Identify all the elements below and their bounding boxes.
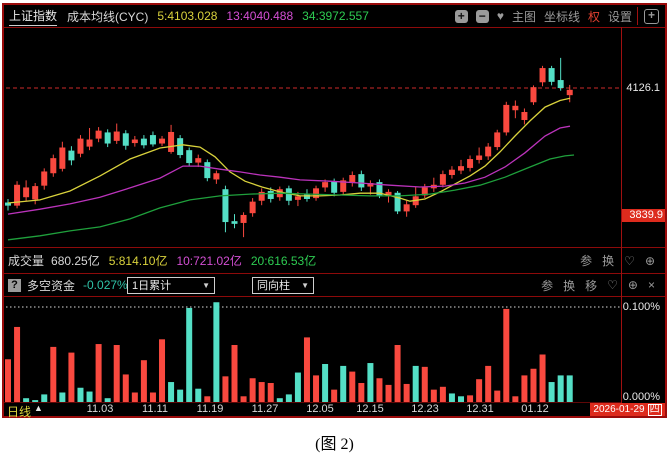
x-tick-label: 12.05 <box>306 403 334 415</box>
chart-plot-area[interactable] <box>4 5 665 416</box>
coord-line-button[interactable]: 坐标线 <box>543 9 580 24</box>
x-tick-label: 11.19 <box>196 403 224 415</box>
move-button[interactable]: 移 <box>585 278 598 293</box>
settings-button[interactable]: 设置 <box>607 9 632 24</box>
volume-title[interactable]: 成交量 <box>8 254 45 268</box>
chart-header: 上证指数 成本均线(CYC) 5:4103.028 13:4040.488 34… <box>4 5 665 27</box>
add-pane-button[interactable]: + <box>644 8 659 24</box>
chevron-down-icon: ▼ <box>202 280 210 290</box>
volume-ma5: 5:814.10亿 <box>108 254 168 268</box>
x-tick-label: 01.12 <box>521 403 549 415</box>
volume-pane-header: 成交量 680.25亿 5:814.10亿 10:721.02亿 20:616.… <box>4 248 665 273</box>
switch-button[interactable]: 换 <box>563 278 576 293</box>
bars-baseline <box>4 402 621 403</box>
zoom-out-button[interactable]: − <box>475 9 489 23</box>
x-axis-row: 日线 ▲ 11.03 11.11 11.19 11.27 12.05 12.15 12.23… <box>4 403 665 419</box>
params-button[interactable]: 参 <box>541 278 554 293</box>
rights-button[interactable]: 权 <box>587 9 600 24</box>
ma5-value: 5:4103.028 <box>157 9 218 23</box>
main-pane-separator <box>4 247 665 248</box>
x-tick-label: 12.15 <box>356 403 384 415</box>
funds-pane-separator <box>4 296 665 297</box>
chart-widget: 上证指数 成本均线(CYC) 5:4103.028 13:4040.488 34… <box>2 3 667 419</box>
main-chart-button[interactable]: 主图 <box>511 9 536 24</box>
current-date: 2026-01-29 <box>593 404 645 415</box>
ma34-value: 34:3972.557 <box>302 9 369 23</box>
help-icon[interactable]: ? <box>8 278 21 292</box>
x-tick-label: 12.23 <box>411 403 439 415</box>
funds-tools: 参 换 移 ♡ ⊕ × <box>541 274 655 296</box>
current-date-box: 2026-01-29 四 <box>590 403 665 416</box>
favorite-icon[interactable]: ♥ <box>496 9 504 23</box>
x-tick-label: 12.31 <box>466 403 494 415</box>
volume-tools: 参 换 ♡ ⊕ <box>580 248 655 273</box>
period-dropdown[interactable]: 1日累计 ▼ <box>127 276 215 294</box>
indicator-name[interactable]: 成本均线(CYC) <box>67 9 149 24</box>
pct-label-bottom: 0.000% <box>622 391 660 403</box>
funds-value: -0.027% <box>83 278 128 292</box>
funds-pane-header: ? 多空资金 -0.027% 1日累计 ▼ 同向柱 ▼ 参 换 移 ♡ ⊕ × <box>4 274 665 296</box>
header-divider <box>637 7 638 25</box>
price-axis-line <box>621 27 622 416</box>
header-toolbar: + − ♥ 主图 坐标线 权 设置 + <box>447 5 659 27</box>
magnifier-icon[interactable]: ⊕ <box>644 253 655 268</box>
volume-pane-separator <box>4 273 665 274</box>
style-dropdown-value: 同向柱 <box>257 280 290 292</box>
close-icon[interactable]: × <box>647 278 655 292</box>
x-tick-label: 11.27 <box>251 403 279 415</box>
period-label[interactable]: 日线 <box>7 405 32 419</box>
style-dropdown[interactable]: 同向柱 ▼ <box>252 276 314 294</box>
magnifier-icon[interactable]: ⊕ <box>627 278 638 292</box>
symbol-name[interactable]: 上证指数 <box>9 7 58 26</box>
funds-title[interactable]: 多空资金 <box>27 278 76 293</box>
volume-ma10: 10:721.02亿 <box>176 254 242 268</box>
price-label-upper: 4126.1 <box>626 82 660 94</box>
heart-icon[interactable]: ♡ <box>607 278 618 292</box>
pct-label-top: 0.100% <box>622 301 660 313</box>
period-dropdown-value: 1日累计 <box>132 280 172 292</box>
heart-icon[interactable]: ♡ <box>624 253 635 268</box>
price-label-lower: 3839.9 <box>622 209 665 222</box>
figure-caption: (图 2) <box>315 436 354 453</box>
weekday-badge: 四 <box>647 403 662 416</box>
switch-button[interactable]: 换 <box>602 254 615 268</box>
chevron-down-icon: ▼ <box>301 280 309 290</box>
x-tick-label: 11.03 <box>86 403 114 415</box>
zoom-in-button[interactable]: + <box>454 9 468 23</box>
volume-value: 680.25亿 <box>51 254 100 268</box>
volume-ma20: 20:616.53亿 <box>250 254 317 268</box>
ma13-value: 13:4040.488 <box>226 9 294 23</box>
header-separator <box>4 27 665 28</box>
params-button[interactable]: 参 <box>580 254 593 268</box>
up-arrow-icon[interactable]: ▲ <box>34 403 43 413</box>
x-tick-label: 11.11 <box>142 403 168 415</box>
